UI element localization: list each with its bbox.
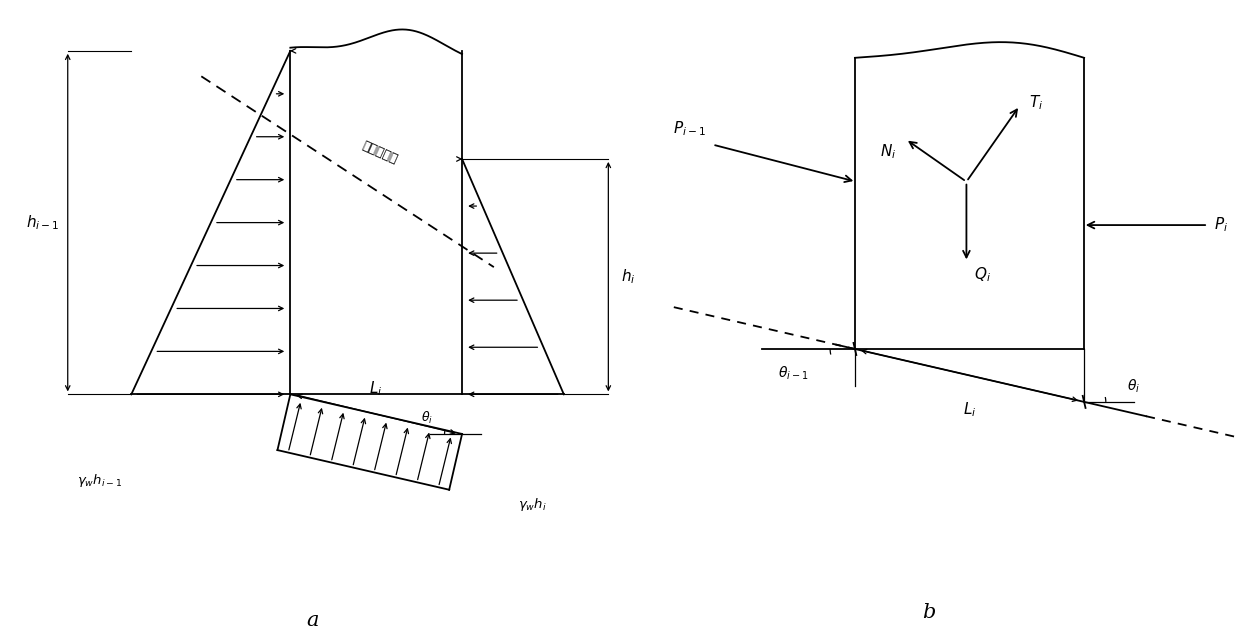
Text: $h_{i-1}$: $h_{i-1}$	[26, 213, 59, 232]
Text: $L_i$: $L_i$	[963, 400, 976, 419]
Text: $\theta_i$: $\theta_i$	[421, 410, 434, 426]
Text: $L_i$: $L_i$	[369, 380, 383, 398]
Text: $P_{i-1}$: $P_{i-1}$	[673, 120, 706, 139]
Text: $\theta_{i-1}$: $\theta_{i-1}$	[778, 364, 808, 382]
Text: $P_i$: $P_i$	[1214, 216, 1228, 235]
Text: $Q_i$: $Q_i$	[974, 265, 991, 284]
Text: b: b	[923, 603, 935, 622]
Text: $\gamma_w h_{i-1}$: $\gamma_w h_{i-1}$	[77, 473, 123, 489]
Text: $h_i$: $h_i$	[622, 267, 636, 286]
Text: a: a	[306, 611, 318, 630]
Text: $T_i$: $T_i$	[1030, 93, 1043, 112]
Text: $\gamma_w h_i$: $\gamma_w h_i$	[518, 496, 546, 513]
Text: $\theta_i$: $\theta_i$	[1127, 378, 1141, 395]
Text: 地下水位线: 地下水位线	[359, 139, 399, 166]
Text: $N_i$: $N_i$	[880, 142, 896, 161]
